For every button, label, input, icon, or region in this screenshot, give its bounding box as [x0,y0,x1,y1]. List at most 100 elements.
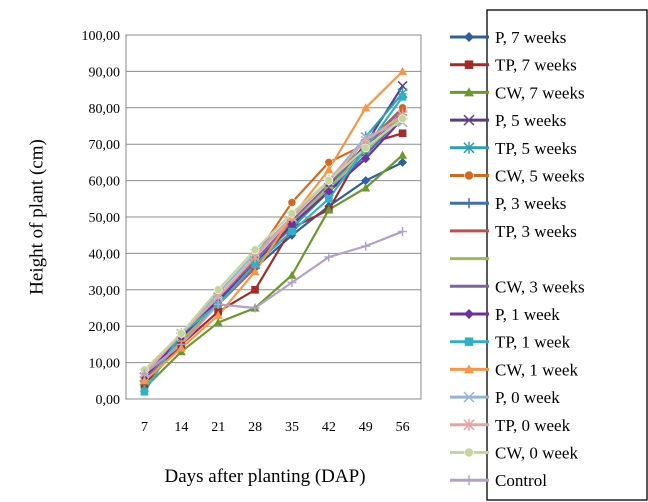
data-point [397,80,408,91]
data-point [398,150,408,159]
data-point [287,270,297,279]
y-tick-label: 60,00 [89,175,121,190]
legend-label: P, 5 weeks [495,111,566,130]
data-point [361,143,371,153]
data-point [398,157,408,167]
data-point [361,154,371,164]
data-point [324,205,334,214]
series-line [143,154,404,389]
series-line [143,70,404,382]
y-tick-label: 50,00 [89,211,121,226]
x-tick-label: 28 [248,420,262,435]
legend-label: P, 7 weeks [495,28,566,47]
data-point [361,103,371,112]
data-point [463,141,475,154]
data-point [464,170,474,181]
x-tick-label: 7 [141,420,148,435]
series-line [143,117,404,371]
legend: P, 7 weeks TP, 7 weeks CW, 7 weeks P, 5 wee… [450,28,585,490]
data-point [464,32,474,42]
y-tick-label: 20,00 [89,320,121,335]
data-point [324,165,334,174]
y-tick-label: 70,00 [89,138,121,153]
y-tick-label: 90,00 [89,65,121,80]
data-point [464,337,474,346]
y-tick-label: 40,00 [89,247,121,262]
legend-label: TP, 3 weeks [495,222,577,241]
legend-label: TP, 7 weeks [495,56,577,75]
x-tick-labels: 7 14 21 28 35 42 49 56 [141,420,410,435]
gridlines [126,34,421,364]
data-point [287,278,297,288]
legend-label: TP, 1 week [495,333,571,352]
data-point [213,318,223,327]
y-axis-title: Height of plant (cm) [26,139,47,295]
data-point [176,329,186,338]
x-tick-label: 14 [174,420,188,435]
x-tick-label: 56 [396,420,410,435]
data-point [324,252,334,262]
data-point [464,198,474,209]
data-point [398,93,407,101]
data-point [463,391,475,403]
legend-label: CW, 3 weeks [495,277,585,296]
data-point [213,299,223,309]
data-point [398,129,407,138]
data-point [250,267,260,276]
series-line [143,230,403,375]
legend-label: CW, 0 week [495,444,578,463]
data-point [287,198,297,207]
legend-label: TP, 0 week [495,416,571,435]
data-point [250,245,260,255]
x-tick-label: 42 [322,420,336,435]
x-tick-label: 35 [285,420,299,435]
y-tick-label: 100,00 [82,29,121,44]
plot-frame [125,34,422,400]
data-point [139,369,149,379]
y-tick-label: 30,00 [89,284,121,299]
y-tick-label: 0,00 [96,393,121,408]
data-point [213,285,223,295]
data-point [361,176,371,186]
data-point [140,387,149,396]
legend-label: Control [495,471,547,490]
legend-label: P, 1 week [495,305,560,324]
y-tick-label: 80,00 [89,102,121,117]
data-point [251,260,259,269]
legend-label: CW, 5 weeks [495,167,585,186]
data-point [287,219,297,229]
data-point [361,241,371,251]
data-point [361,183,371,192]
data-point [464,364,474,374]
series-markers [139,66,408,396]
series-lines [143,70,404,393]
data-point [464,475,474,486]
data-point [464,309,474,319]
data-point [398,227,408,237]
legend-label: CW, 1 week [495,360,578,379]
data-point [287,209,297,218]
data-point [464,87,474,97]
legend-label: CW, 7 weeks [495,83,585,102]
x-axis-title: Days after planting (DAP) [164,466,365,487]
data-point [324,176,334,185]
data-point [398,114,407,124]
data-point [288,227,296,236]
data-point [463,418,475,431]
data-point [464,60,474,69]
data-point [324,187,334,197]
data-point [463,114,475,126]
legend-label: P, 3 weeks [495,194,566,213]
x-tick-label: 49 [359,420,373,435]
data-point [324,194,333,203]
y-tick-labels: 0,00 10,00 20,00 30,00 40,00 50,00 60,00 70,00 8… [82,29,121,408]
legend-box [486,9,648,501]
x-tick-label: 21 [211,420,225,435]
y-tick-label: 10,00 [89,357,121,372]
legend-label: TP, 5 weeks [495,139,577,158]
data-point [176,339,186,349]
data-point [213,310,223,319]
data-point [250,303,260,313]
data-point [398,66,408,75]
